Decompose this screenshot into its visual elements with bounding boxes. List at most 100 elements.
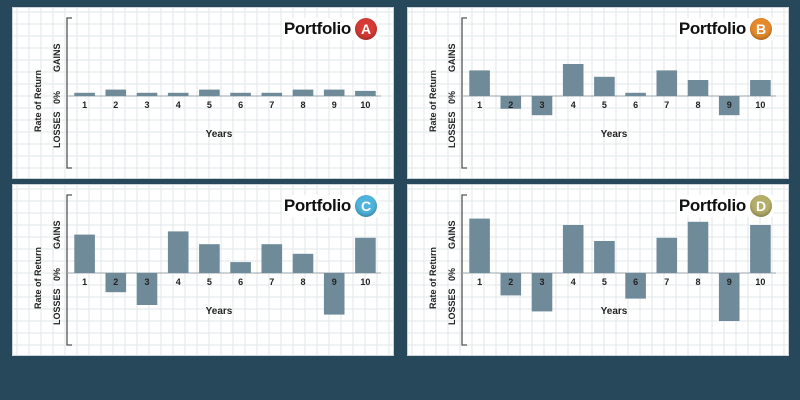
portfolio-a-chart: 1 2 3 4 5 6 7 8 9 10 Portfolio A Years Rate of Re… [12,7,394,179]
bar-year-6 [625,92,646,96]
losses-label: LOSSES [52,111,62,148]
x-tick-label: 2 [113,277,118,287]
y-axis-line [66,194,72,346]
x-axis-label: Years [205,306,233,317]
zero-label: 0% [447,267,457,281]
bar-year-4 [167,231,189,273]
x-tick-label: 9 [727,100,732,110]
bar-year-9 [323,89,345,96]
chart-title: Portfolio A [281,18,379,40]
bar-year-4 [562,64,584,96]
bar-year-10 [355,237,376,273]
bar-year-5 [594,76,615,96]
gridlines [13,8,393,178]
chart-title: Portfolio C [281,195,379,217]
x-tick-label: 6 [238,100,243,110]
bar-year-1 [74,92,95,96]
x-tick-label: 7 [664,100,669,110]
title-text: Portfolio [283,196,351,215]
zero-label: 0% [52,267,62,281]
chart-canvas: 1 2 3 4 5 6 7 8 9 10 [13,8,393,178]
zero-label: 0% [447,90,457,104]
x-tick-label: 2 [508,277,513,287]
bar-year-1 [74,234,95,273]
bar-year-3 [531,273,553,312]
losses-label: LOSSES [447,111,457,148]
x-tick-label: 1 [82,100,87,110]
y-axis-label: Rate of Return [428,69,438,132]
y-axis-line [461,17,467,169]
bar-year-8 [292,89,314,96]
bar-year-6 [625,273,646,299]
bar-year-10 [355,90,376,96]
portfolio-badge: D [750,195,772,217]
chart-canvas: 1 2 3 4 5 6 7 8 9 10 [408,8,788,178]
x-tick-label: 10 [360,100,370,110]
losses-label: LOSSES [52,288,62,325]
bar-year-9 [718,273,740,321]
x-tick-label: 5 [207,277,212,287]
bar-year-5 [199,89,220,96]
x-tick-label: 6 [238,277,243,287]
bar-year-5 [199,244,220,273]
bar-year-3 [136,273,158,305]
x-tick-label: 10 [360,277,370,287]
x-tick-label: 4 [176,100,181,110]
x-axis-label: Years [600,306,628,317]
bar-year-7 [656,70,678,96]
bar-year-4 [167,92,189,96]
bar-year-9 [718,96,740,116]
x-tick-label: 4 [571,277,576,287]
x-tick-label: 5 [602,100,607,110]
x-tick-label: 1 [477,277,482,287]
bar-year-6 [230,262,251,273]
x-tick-label: 9 [727,277,732,287]
bar-year-1 [469,70,490,96]
x-tick-label: 7 [269,277,274,287]
portfolio-badge: B [750,18,772,40]
chart-title: Portfolio D [676,195,774,217]
bar-year-3 [136,92,158,96]
bar-year-7 [261,92,283,96]
bar-year-2 [105,273,127,293]
chart-canvas: 1 2 3 4 5 6 7 8 9 10 [408,185,788,355]
x-tick-label: 7 [664,277,669,287]
bar-year-3 [531,96,553,116]
bar-year-5 [594,241,615,273]
x-tick-label: 8 [695,277,700,287]
x-tick-label: 9 [332,100,337,110]
bar-year-2 [105,89,127,96]
x-tick-label: 2 [113,100,118,110]
bar-year-4 [562,225,584,273]
x-tick-label: 10 [755,100,765,110]
bar-year-2 [500,273,522,296]
y-axis-line [66,17,72,169]
bar-year-6 [230,92,251,96]
gains-label: GAINS [52,43,62,72]
y-axis-line [461,194,467,346]
x-tick-label: 8 [300,277,305,287]
x-tick-label: 9 [332,277,337,287]
x-tick-label: 5 [602,277,607,287]
x-tick-label: 8 [300,100,305,110]
title-text: Portfolio [678,19,746,38]
x-tick-label: 4 [571,100,576,110]
x-tick-label: 2 [508,100,513,110]
x-tick-label: 3 [144,277,149,287]
bar-year-8 [687,221,709,273]
bar-year-1 [469,218,490,273]
x-axis-label: Years [205,129,233,140]
title-text: Portfolio [678,196,746,215]
gains-label: GAINS [52,220,62,249]
portfolio-b-chart: 1 2 3 4 5 6 7 8 9 10 Portfolio B Years Rate of Re… [407,7,789,179]
x-tick-label: 8 [695,100,700,110]
portfolio-d-chart: 1 2 3 4 5 6 7 8 9 10 Portfolio D Years Rate of Re… [407,184,789,356]
gains-label: GAINS [447,43,457,72]
bar-year-10 [750,80,771,96]
bar-year-9 [323,273,345,315]
y-axis-label: Rate of Return [33,69,43,132]
zero-label: 0% [52,90,62,104]
x-tick-label: 1 [82,277,87,287]
bar-year-8 [687,80,709,96]
x-tick-label: 6 [633,277,638,287]
